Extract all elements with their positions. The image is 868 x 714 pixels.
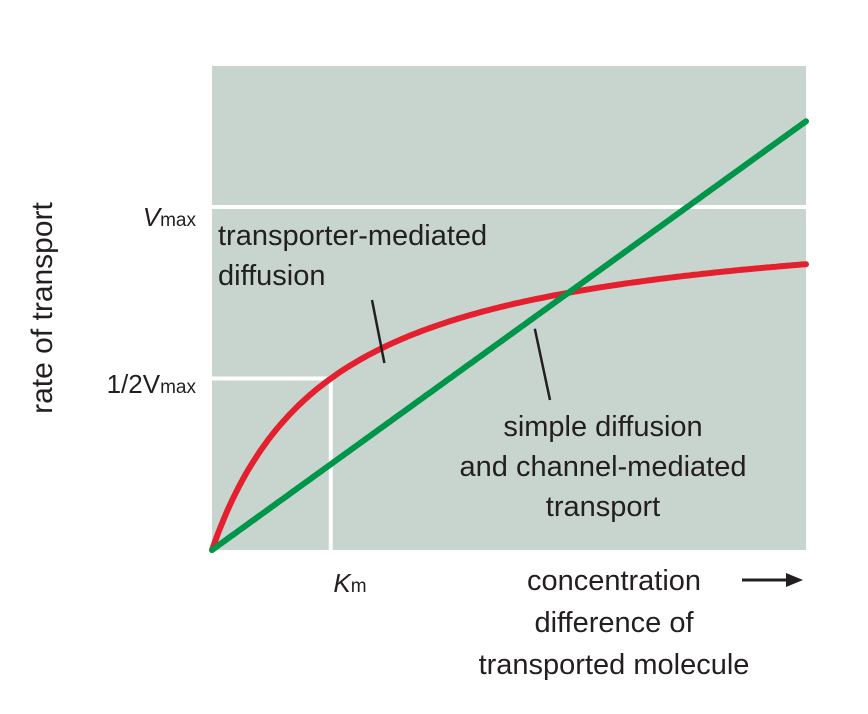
- x-tick-km: Km: [333, 568, 366, 598]
- annotation-transporter-line2: diffusion: [218, 260, 326, 292]
- x-axis-label-line1: concentration: [527, 565, 701, 597]
- series-transporter-curve: [209, 261, 809, 553]
- annotation-simple-line2: and channel-mediated: [460, 451, 747, 483]
- annotation-simple-line1: simple diffusion: [503, 411, 702, 443]
- annotation-simple-line3: transport: [546, 491, 660, 523]
- y-tick-half-vmax: 1/2Vmax: [107, 369, 197, 399]
- annotation-transporter-line1: transporter-mediated: [218, 220, 487, 252]
- series-simple-diffusion-line: [209, 118, 809, 553]
- leader-line-transporter: [370, 299, 386, 364]
- right-arrow-icon: [742, 573, 803, 587]
- y-axis-label: rate of transport: [26, 201, 59, 413]
- x-axis-label-line2: difference of: [534, 607, 694, 639]
- leader-line-simple-diffusion: [533, 328, 552, 401]
- x-axis-label-line3: transported molecule: [479, 649, 750, 681]
- y-tick-vmax: Vmax: [143, 202, 197, 232]
